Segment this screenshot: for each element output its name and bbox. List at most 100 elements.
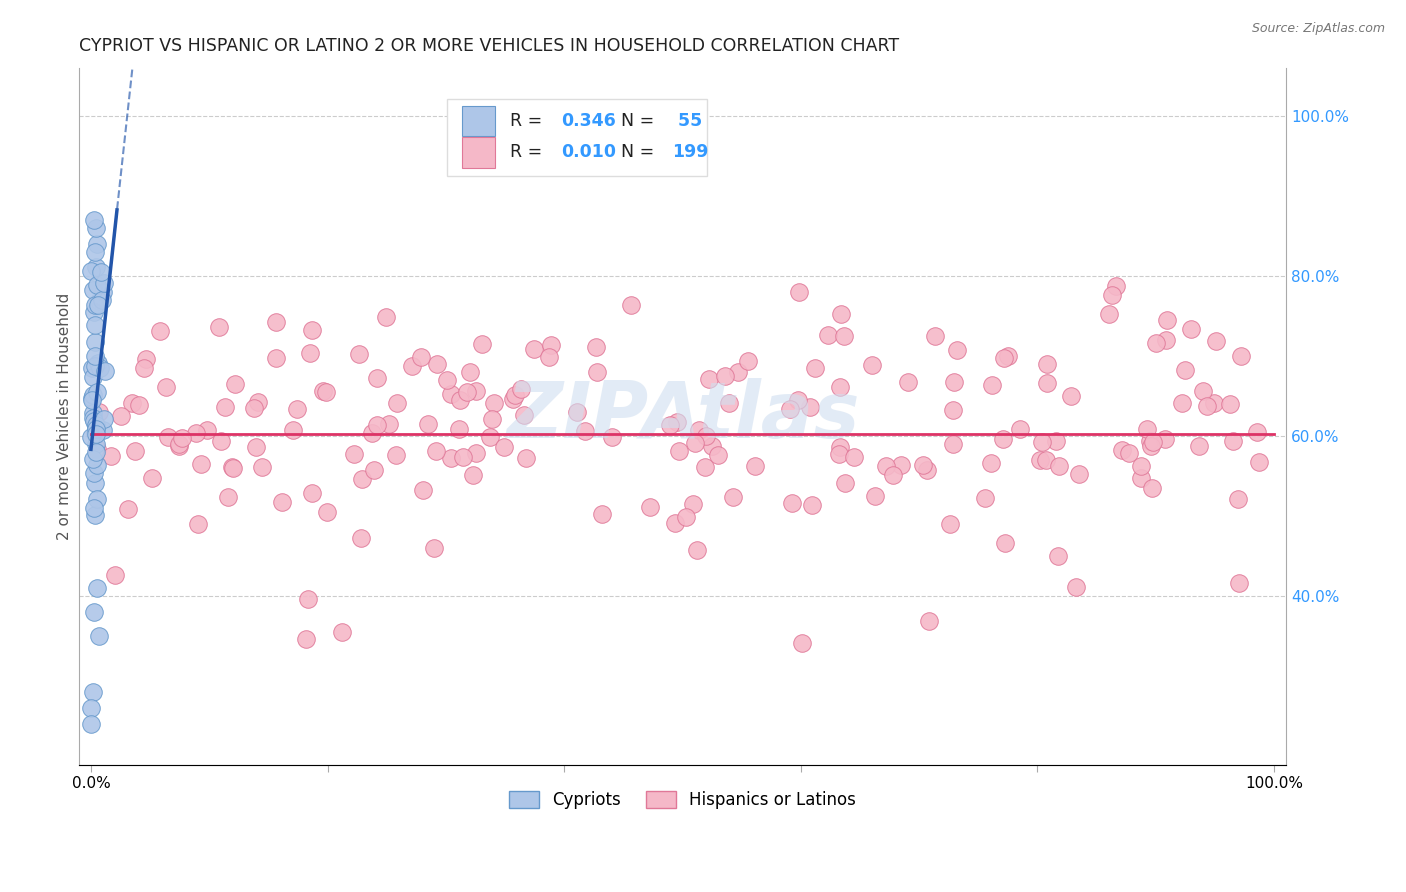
Point [312, 384, 335, 398]
Point [264, 351, 287, 365]
Point [993, 351, 1015, 365]
Point [1195, 399, 1218, 413]
Point [1227, 576, 1250, 591]
Point [449, 392, 471, 407]
Point [1229, 350, 1251, 364]
Point [1219, 397, 1241, 411]
Point [83, 298, 105, 312]
Point [638, 500, 661, 514]
Point [84, 417, 107, 432]
Point [744, 459, 766, 474]
Point [86, 458, 108, 472]
Text: R =: R = [510, 144, 548, 161]
Point [1111, 443, 1133, 458]
Point [409, 350, 432, 364]
Point [117, 501, 139, 516]
Point [385, 448, 408, 462]
Point [82, 406, 104, 420]
Point [86, 445, 108, 459]
Point [1139, 434, 1161, 449]
Point [1170, 395, 1192, 409]
Point [285, 401, 308, 416]
Point [343, 447, 366, 461]
Point [817, 328, 839, 343]
Point [83, 476, 105, 491]
Point [688, 423, 710, 437]
Point [350, 472, 373, 486]
Point [619, 298, 641, 312]
Point [301, 323, 323, 337]
Point [83, 305, 105, 319]
Point [426, 357, 449, 371]
Point [1105, 278, 1128, 293]
Point [155, 379, 177, 393]
Point [82, 452, 104, 467]
Point [316, 506, 339, 520]
Point [80, 430, 103, 444]
Point [366, 418, 388, 433]
Text: CYPRIOT VS HISPANIC OR LATINO 2 OR MORE VEHICLES IN HOUSEHOLD CORRELATION CHART: CYPRIOT VS HISPANIC OR LATINO 2 OR MORE … [79, 37, 900, 55]
FancyBboxPatch shape [461, 137, 495, 168]
Point [83, 414, 105, 428]
Point [110, 409, 132, 423]
Point [828, 380, 851, 394]
Point [141, 471, 163, 485]
Point [221, 459, 243, 474]
Point [149, 324, 172, 338]
Point [214, 400, 236, 414]
Point [718, 396, 741, 410]
Point [668, 443, 690, 458]
Point [90, 265, 112, 279]
Point [83, 213, 105, 227]
Point [330, 624, 353, 639]
Point [297, 591, 319, 606]
Point [585, 365, 607, 379]
Point [167, 440, 190, 454]
Point [911, 458, 934, 472]
Point [416, 417, 439, 431]
Point [1202, 396, 1225, 410]
Point [875, 458, 897, 473]
Point [436, 374, 458, 388]
Point [706, 448, 728, 462]
Point [494, 440, 516, 454]
Point [804, 360, 827, 375]
Point [167, 437, 190, 451]
Point [190, 458, 212, 472]
Point [943, 376, 966, 390]
Point [844, 450, 866, 464]
Point [100, 449, 122, 463]
Point [1222, 434, 1244, 448]
Point [91, 423, 114, 437]
Y-axis label: 2 or more Vehicles in Household: 2 or more Vehicles in Household [58, 293, 72, 540]
Point [207, 319, 229, 334]
Point [502, 392, 524, 407]
Point [195, 423, 218, 437]
Point [994, 536, 1017, 550]
Point [686, 542, 709, 557]
Point [82, 284, 104, 298]
Point [464, 384, 486, 399]
Text: N =: N = [621, 112, 659, 130]
Point [700, 440, 723, 454]
Point [1036, 357, 1059, 371]
Point [366, 371, 388, 385]
Point [479, 430, 502, 444]
Point [80, 393, 103, 408]
Point [1036, 376, 1059, 390]
Point [939, 517, 962, 532]
Text: R =: R = [510, 112, 548, 130]
Point [217, 491, 239, 505]
Point [574, 425, 596, 439]
Point [378, 417, 401, 431]
Point [82, 370, 104, 384]
Point [537, 350, 560, 364]
Point [86, 442, 108, 456]
Point [540, 338, 562, 352]
Point [93, 411, 115, 425]
Point [675, 509, 697, 524]
Text: 199: 199 [672, 144, 709, 161]
Point [440, 387, 463, 401]
Point [1188, 439, 1211, 453]
Point [721, 491, 744, 505]
